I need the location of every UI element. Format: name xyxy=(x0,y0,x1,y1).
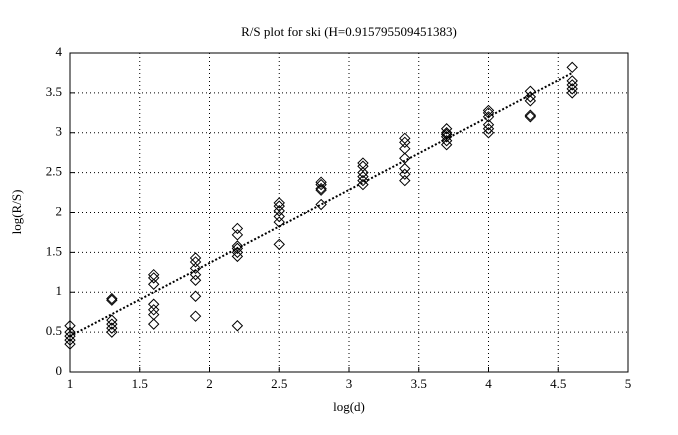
point xyxy=(231,250,244,263)
point xyxy=(357,178,369,191)
point xyxy=(231,222,244,235)
y-tick-label: 2.5 xyxy=(46,164,62,179)
x-tick-label: 3 xyxy=(346,376,353,391)
point xyxy=(106,314,118,326)
x-tick-label: 4.5 xyxy=(550,376,566,391)
point xyxy=(357,174,369,187)
point xyxy=(399,136,411,149)
x-tick-label: 3.5 xyxy=(411,376,427,391)
plot-area xyxy=(70,53,628,372)
point xyxy=(440,139,453,151)
y-tick-label: 0 xyxy=(56,363,63,378)
point xyxy=(106,318,118,330)
x-tick-label: 1.5 xyxy=(132,376,148,391)
point xyxy=(482,127,495,139)
point xyxy=(106,292,118,305)
point xyxy=(440,135,453,147)
point xyxy=(566,83,578,95)
y-tick-label: 2 xyxy=(56,203,63,218)
y-tick-label: 0.5 xyxy=(46,323,62,338)
point xyxy=(357,170,369,183)
point xyxy=(147,304,160,316)
point xyxy=(147,272,160,284)
x-tick-label: 5 xyxy=(625,376,632,391)
point xyxy=(399,162,411,175)
y-tick-label: 1 xyxy=(56,283,63,298)
plot-frame xyxy=(69,52,629,373)
point xyxy=(315,182,327,195)
point xyxy=(273,197,285,209)
point xyxy=(147,318,160,330)
point xyxy=(231,229,244,241)
point xyxy=(106,326,118,338)
point xyxy=(273,205,285,217)
point xyxy=(64,334,76,346)
point xyxy=(189,290,202,302)
x-tick-label: 1 xyxy=(67,376,74,391)
point xyxy=(524,109,537,121)
fit-line xyxy=(69,72,573,337)
point xyxy=(482,119,495,131)
point xyxy=(566,79,578,91)
x-tick-label: 4 xyxy=(485,376,492,391)
point xyxy=(399,174,411,187)
point xyxy=(231,320,244,332)
point xyxy=(315,176,327,188)
point xyxy=(566,75,578,87)
point xyxy=(315,178,327,191)
point xyxy=(440,123,453,135)
point xyxy=(524,111,537,123)
chart-title: R/S plot for ski (H=0.915795509451383) xyxy=(241,24,457,39)
point xyxy=(273,238,285,251)
point xyxy=(273,216,285,228)
point xyxy=(482,104,495,117)
point xyxy=(106,322,118,334)
point xyxy=(524,95,537,107)
point xyxy=(64,338,76,350)
point xyxy=(64,326,76,338)
y-tick-label: 4 xyxy=(56,44,63,59)
y-tick-label: 3.5 xyxy=(46,84,62,99)
point xyxy=(189,310,202,322)
point xyxy=(566,87,578,99)
y-axis-label: log(R/S) xyxy=(9,190,24,235)
point xyxy=(482,123,495,135)
point xyxy=(273,210,285,223)
point xyxy=(189,262,202,275)
point xyxy=(566,61,578,74)
x-tick-label: 2 xyxy=(206,376,213,391)
point xyxy=(315,198,327,211)
point xyxy=(106,294,118,306)
point xyxy=(524,91,537,103)
point xyxy=(64,330,76,342)
point xyxy=(189,256,202,268)
point xyxy=(440,131,453,143)
point xyxy=(357,166,369,179)
point xyxy=(315,184,327,196)
y-tick-label: 3 xyxy=(56,124,63,139)
x-axis-label: log(d) xyxy=(333,399,365,414)
y-tick-label: 1.5 xyxy=(46,243,62,258)
point xyxy=(399,168,411,180)
x-tick-label: 2.5 xyxy=(271,376,287,391)
point xyxy=(189,274,202,286)
point xyxy=(147,278,160,290)
